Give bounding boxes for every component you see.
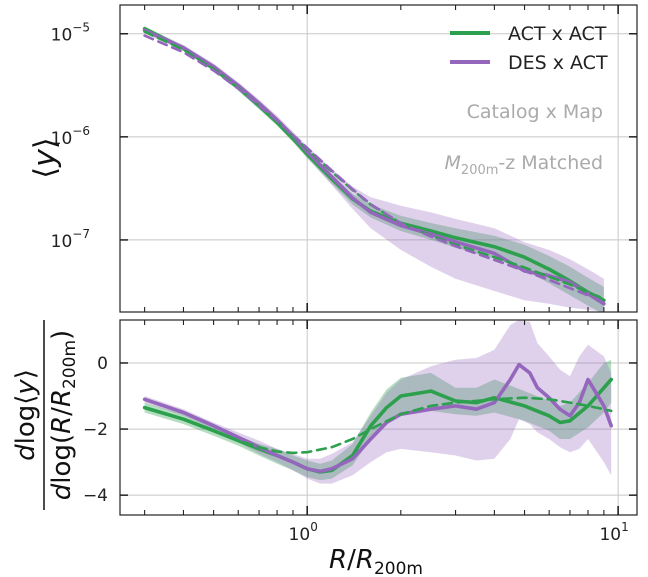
top-ytick-label-exp-2: −5 — [72, 21, 90, 35]
ylabel-num-y: y — [11, 379, 41, 396]
bottom-ytick-label-2: 0 — [97, 354, 108, 374]
bottom-band-des — [144, 320, 612, 484]
top-lines — [142, 26, 606, 306]
bottom-xtick-label-base-1: 10 — [599, 525, 621, 545]
top-grid — [120, 5, 637, 312]
bottom-xtick-labels: 100 101 — [289, 520, 629, 545]
ylabel-num-open: ⟨ — [11, 395, 41, 405]
top-ticks — [120, 5, 637, 312]
xlabel-r1: R — [329, 545, 347, 575]
bottom-xtick-label-exp-0: 0 — [310, 520, 318, 534]
ylabel-den-r1: R — [47, 416, 77, 434]
ylabel-den-close: ) — [47, 330, 77, 340]
bottom-ylabel: dlog⟨y⟩ dlog(R/R200m) — [11, 320, 80, 510]
bottom-frame — [119, 319, 638, 516]
bottom-ytick-labels: −4 −2 0 — [83, 354, 108, 506]
ylabel-den-sub: 200m — [60, 340, 80, 389]
top-ytick-label-1: 10−6 — [51, 124, 90, 149]
annotation-matched-text: -z Matched — [498, 152, 603, 174]
top-ylabel: ⟨y⟩ — [28, 137, 63, 178]
xlabel-sub: 200m — [374, 559, 423, 577]
ylabel-den-slash: / — [47, 407, 77, 416]
ylabel-den-r2: R — [47, 389, 77, 407]
top-ylabel-open: ⟨ — [28, 167, 63, 179]
legend: ACT x ACT DES x ACT — [450, 23, 608, 74]
annotation-catalog-map: Catalog x Map — [467, 101, 603, 123]
top-band-des — [144, 27, 604, 312]
ylabel-den-open: ( — [47, 434, 77, 444]
top-line-des_fit — [143, 34, 606, 304]
bottom-ylabel-numerator: dlog⟨y⟩ — [11, 369, 41, 461]
xlabel-slash: / — [347, 545, 356, 575]
bottom-xtick-label-exp-1: 1 — [621, 520, 629, 534]
top-ytick-label-base-1: 10 — [51, 129, 73, 149]
top-ytick-label-exp-1: −6 — [72, 124, 90, 138]
bottom-xtick-label-1: 101 — [599, 520, 628, 545]
ylabel-num-log: log — [11, 405, 41, 445]
bottom-xtick-label-0: 100 — [289, 520, 318, 545]
ylabel-den-log: log — [47, 444, 77, 484]
top-frame — [119, 4, 638, 313]
legend-des-label: DES x ACT — [508, 52, 608, 74]
top-bands — [144, 26, 604, 312]
top-ytick-label-exp-0: −7 — [72, 227, 90, 241]
ylabel-den-d: d — [47, 483, 77, 500]
top-ytick-label-base-0: 10 — [51, 232, 73, 252]
bottom-ytick-label-0: −4 — [83, 486, 108, 506]
top-ylabel-symbol: y — [28, 148, 63, 168]
annotation-mass-sub: 200m — [461, 163, 498, 178]
bottom-ylabel-denominator: dlog(R/R200m) — [47, 330, 80, 500]
bottom-xlabel: R/R200m — [329, 545, 423, 577]
top-ytick-label-0: 10−7 — [51, 227, 90, 252]
top-ytick-labels: 10−710−610−5 — [51, 21, 90, 252]
ylabel-num-d: d — [11, 444, 41, 461]
xlabel-r2: R — [356, 545, 374, 575]
top-panel: 10−710−610−5 ACT x ACT DES x ACT Catalog… — [28, 4, 638, 313]
bottom-ytick-label-1: −2 — [83, 420, 108, 440]
bottom-line-des — [142, 362, 613, 474]
top-ytick-label-base-2: 10 — [51, 26, 73, 46]
bottom-panel: −4−20 100 101 dlog⟨y⟩ dlog(R/R200m) R/R20… — [11, 319, 638, 577]
annotation-mass-matched: M200m-z Matched — [445, 152, 603, 178]
bottom-lines — [142, 362, 613, 474]
legend-act-label: ACT x ACT — [508, 23, 607, 45]
top-ytick-label-2: 10−5 — [51, 21, 90, 46]
annotation-mass-symbol: M — [445, 152, 461, 174]
bottom-ticks — [120, 320, 637, 515]
top-ylabel-close: ⟩ — [28, 137, 63, 149]
bottom-bands — [144, 320, 612, 484]
bottom-line-act_fit — [143, 396, 613, 455]
bottom-xtick-label-base-0: 10 — [289, 525, 311, 545]
ylabel-num-close: ⟩ — [11, 369, 41, 379]
top-band-act — [144, 26, 604, 312]
